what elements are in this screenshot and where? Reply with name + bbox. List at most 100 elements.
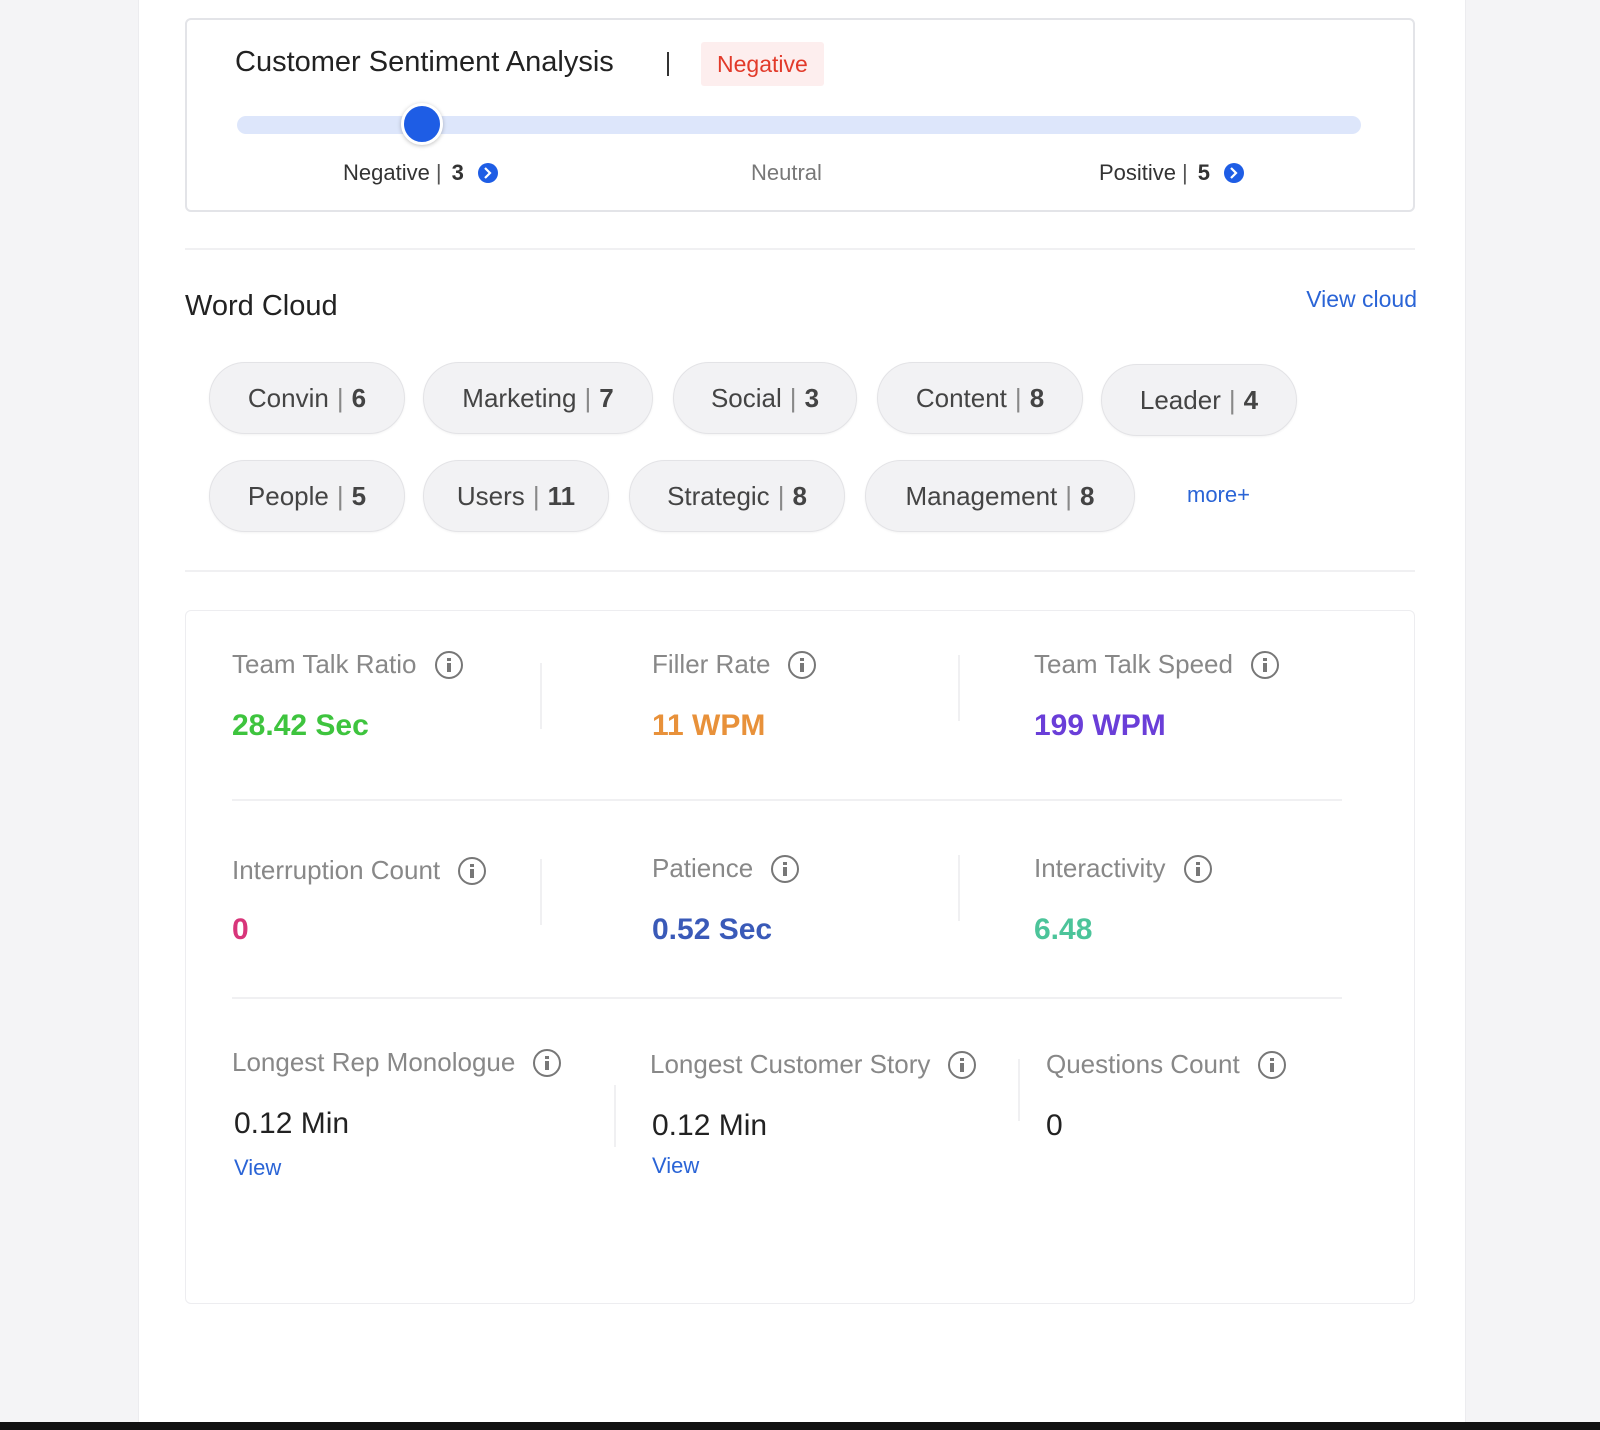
column-divider: [958, 855, 960, 921]
info-icon[interactable]: [788, 650, 817, 679]
column-divider: [540, 859, 542, 925]
metric-label-text: Longest Rep Monologue: [232, 1047, 516, 1077]
word-chip-label: People: [247, 480, 329, 511]
section-divider: [185, 248, 1415, 250]
row-divider: [232, 799, 1342, 801]
word-chip-count: 5: [351, 480, 367, 511]
sentiment-badge: Negative: [701, 42, 824, 86]
word-chip-label: Social: [710, 382, 782, 413]
more-words-link[interactable]: more+: [1187, 482, 1250, 507]
negative-label: Negative: [343, 160, 430, 185]
word-chip[interactable]: Strategic | 8: [629, 460, 845, 532]
negative-scale-label: Negative | 3: [343, 160, 498, 186]
word-chip[interactable]: Content | 8: [877, 362, 1083, 434]
info-icon[interactable]: [1257, 1050, 1286, 1079]
view-cloud-link[interactable]: View cloud: [1306, 286, 1417, 312]
word-chip-count: 6: [351, 382, 367, 413]
word-chip-count: 8: [792, 480, 807, 511]
word-chip-separator: |: [532, 480, 540, 511]
negative-count: 3: [451, 160, 464, 185]
column-divider: [540, 663, 542, 729]
metric-value: 199 WPM: [1034, 709, 1166, 742]
metric-value: 28.42 Sec: [232, 709, 369, 742]
word-chip-separator: |: [1065, 480, 1073, 511]
metric-view-link[interactable]: View: [652, 1153, 700, 1178]
word-chip-count: 4: [1243, 384, 1259, 415]
word-chip[interactable]: Leader | 4: [1101, 364, 1297, 436]
metric-label: Interruption Count: [232, 855, 487, 886]
metric-view-link[interactable]: View: [234, 1155, 282, 1180]
sentiment-card: Customer Sentiment Analysis Negative Neg…: [185, 18, 1415, 212]
metric-label: Longest Customer Story: [650, 1049, 977, 1080]
metric-value: 0.12 Min: [652, 1109, 768, 1142]
neutral-scale-label: Neutral: [751, 160, 822, 186]
info-icon[interactable]: [533, 1048, 562, 1077]
word-chip-separator: |: [336, 382, 344, 413]
word-cloud-title: Word Cloud: [185, 290, 338, 322]
sentiment-slider-thumb[interactable]: [401, 103, 444, 145]
metric-value: 0: [232, 913, 249, 946]
word-chip[interactable]: People | 5: [209, 460, 405, 532]
chevron-right-icon[interactable]: [1224, 163, 1245, 183]
metrics-card: Team Talk Ratio 28.42 Sec Filler Rate 11 WP…: [185, 610, 1415, 1304]
word-chip[interactable]: Convin | 6: [209, 362, 405, 434]
word-chip-separator: |: [584, 382, 592, 413]
metric-label: Interactivity: [1034, 853, 1212, 884]
info-icon[interactable]: [458, 856, 487, 885]
metric-label-text: Longest Customer Story: [650, 1049, 931, 1079]
column-divider: [614, 1085, 616, 1147]
word-chip[interactable]: Social | 3: [673, 362, 857, 434]
word-chip-count: 8: [1080, 480, 1095, 511]
word-chip[interactable]: Management | 8: [865, 460, 1135, 532]
row-divider: [232, 997, 1342, 999]
call-analysis-panel: Customer Sentiment Analysis Negative Neg…: [138, 0, 1466, 1422]
metric-label-text: Filler Rate: [652, 649, 771, 679]
word-chip[interactable]: Marketing | 7: [423, 362, 653, 434]
metric-label-text: Team Talk Ratio: [232, 649, 417, 679]
metric-value: 6.48: [1034, 913, 1093, 946]
metric-value: 0.52 Sec: [652, 913, 773, 946]
sentiment-slider-track: [237, 103, 1361, 145]
metric-value: 0: [1046, 1109, 1063, 1142]
separator: |: [1182, 160, 1188, 185]
word-chip-count: 3: [804, 382, 820, 413]
title-divider: [667, 52, 669, 76]
word-chip-label: Leader: [1139, 384, 1221, 415]
word-chip-label: Management: [905, 480, 1058, 511]
word-chip-separator: |: [336, 480, 344, 511]
word-chip-label: Users: [456, 480, 525, 511]
chevron-right-icon[interactable]: [477, 163, 498, 183]
word-chip-separator: |: [777, 480, 785, 511]
word-chip[interactable]: Users | 11: [423, 460, 609, 532]
metric-label: Filler Rate: [652, 649, 817, 680]
info-icon[interactable]: [1183, 854, 1212, 883]
positive-scale-label: Positive | 5: [1099, 160, 1245, 186]
metric-label-text: Interactivity: [1034, 853, 1166, 883]
column-divider: [958, 655, 960, 721]
positive-count: 5: [1197, 160, 1211, 185]
column-divider: [1018, 1059, 1020, 1121]
metric-label-text: Team Talk Speed: [1034, 649, 1233, 679]
word-chip-label: Marketing: [462, 382, 577, 413]
metric-label-text: Interruption Count: [232, 855, 441, 885]
metric-label-text: Questions Count: [1046, 1049, 1240, 1079]
info-icon[interactable]: [948, 1050, 977, 1079]
word-chip-count: 8: [1029, 382, 1045, 413]
metric-label: Patience: [652, 853, 800, 884]
metric-label: Team Talk Ratio: [232, 649, 463, 680]
word-chip-label: Content: [915, 382, 1007, 413]
info-icon[interactable]: [434, 650, 463, 679]
neutral-label: Neutral: [751, 160, 822, 185]
word-chip-label: Convin: [247, 382, 329, 413]
separator: |: [435, 160, 442, 185]
sentiment-title: Customer Sentiment Analysis: [235, 46, 614, 78]
metric-label: Longest Rep Monologue: [232, 1047, 562, 1078]
metric-value: 0.12 Min: [234, 1107, 350, 1140]
metric-label: Questions Count: [1046, 1049, 1286, 1080]
word-chip-count: 11: [547, 480, 576, 511]
info-icon[interactable]: [771, 854, 800, 883]
bottom-bar: [0, 1422, 1600, 1430]
word-chip-label: Strategic: [667, 480, 770, 511]
info-icon[interactable]: [1250, 650, 1279, 679]
word-chip-separator: |: [789, 382, 797, 413]
